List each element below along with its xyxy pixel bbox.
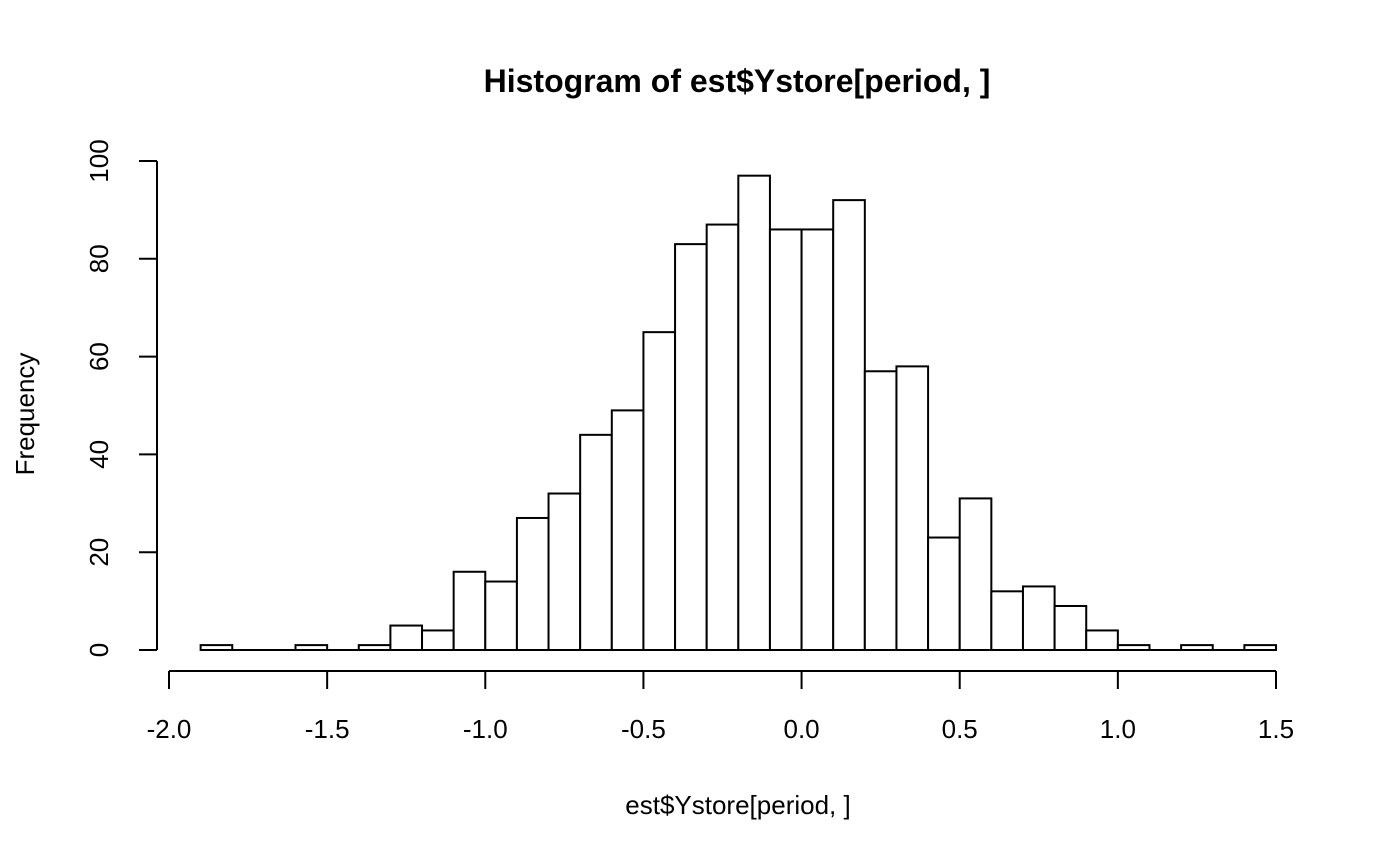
histogram-bar [1021,585,1056,651]
histogram-bar [927,536,961,652]
x-tick-label: 1.0 [1100,714,1136,744]
x-axis: -2.0 -1.5 -1.0 -0.5 0.0 0.5 1.0 1.5 [147,670,1294,744]
histogram-bar [990,590,1024,652]
x-tick-label: 0.5 [942,714,978,744]
x-tick-label: -2.0 [147,714,192,744]
chart-title: Histogram of est$Ystore[period, ] [484,63,991,99]
y-axis-label: Frequency [10,353,40,476]
histogram-bar [832,199,866,651]
y-tick-label: 60 [84,342,114,371]
histogram-bar [768,228,803,652]
histogram-bar [610,409,645,652]
histogram-bar [1085,629,1119,652]
histogram-bar [1243,644,1278,651]
histogram-bar [958,497,993,651]
histogram-bar [1053,604,1088,651]
histogram-bar [863,370,898,651]
y-tick-label: 80 [84,244,114,273]
y-tick-label: 20 [84,538,114,567]
histogram-bar [294,644,329,651]
histogram-bar [452,570,487,652]
histogram-bar [705,223,740,651]
histogram-bar [515,516,550,651]
histogram-bar [579,433,613,651]
histogram-bar [674,243,708,651]
y-tick-label: 40 [84,440,114,469]
x-tick-label: -1.0 [463,714,508,744]
histogram-bar [357,644,392,651]
y-tick-label: 0 [84,643,114,657]
x-tick-label: -0.5 [621,714,666,744]
histogram-bar [800,228,835,652]
y-axis: 0 20 40 60 80 100 [84,139,158,657]
histogram-bar [199,644,234,651]
histogram-bar [547,492,582,651]
bars-group [199,174,1278,652]
histogram-bar [737,174,771,651]
x-tick-label: -1.5 [305,714,350,744]
histogram-bar [1116,644,1151,651]
x-tick-label: 1.5 [1258,714,1294,744]
x-axis-label: est$Ystore[period, ] [625,790,850,820]
histogram-bar [484,580,518,651]
histogram-bar [389,624,424,651]
histogram-bar [421,629,455,652]
y-tick-label: 100 [84,139,114,182]
x-tick-label: 0.0 [783,714,819,744]
histogram-bar [1180,644,1214,651]
histogram-bar [642,331,677,651]
histogram-bar [895,365,930,651]
